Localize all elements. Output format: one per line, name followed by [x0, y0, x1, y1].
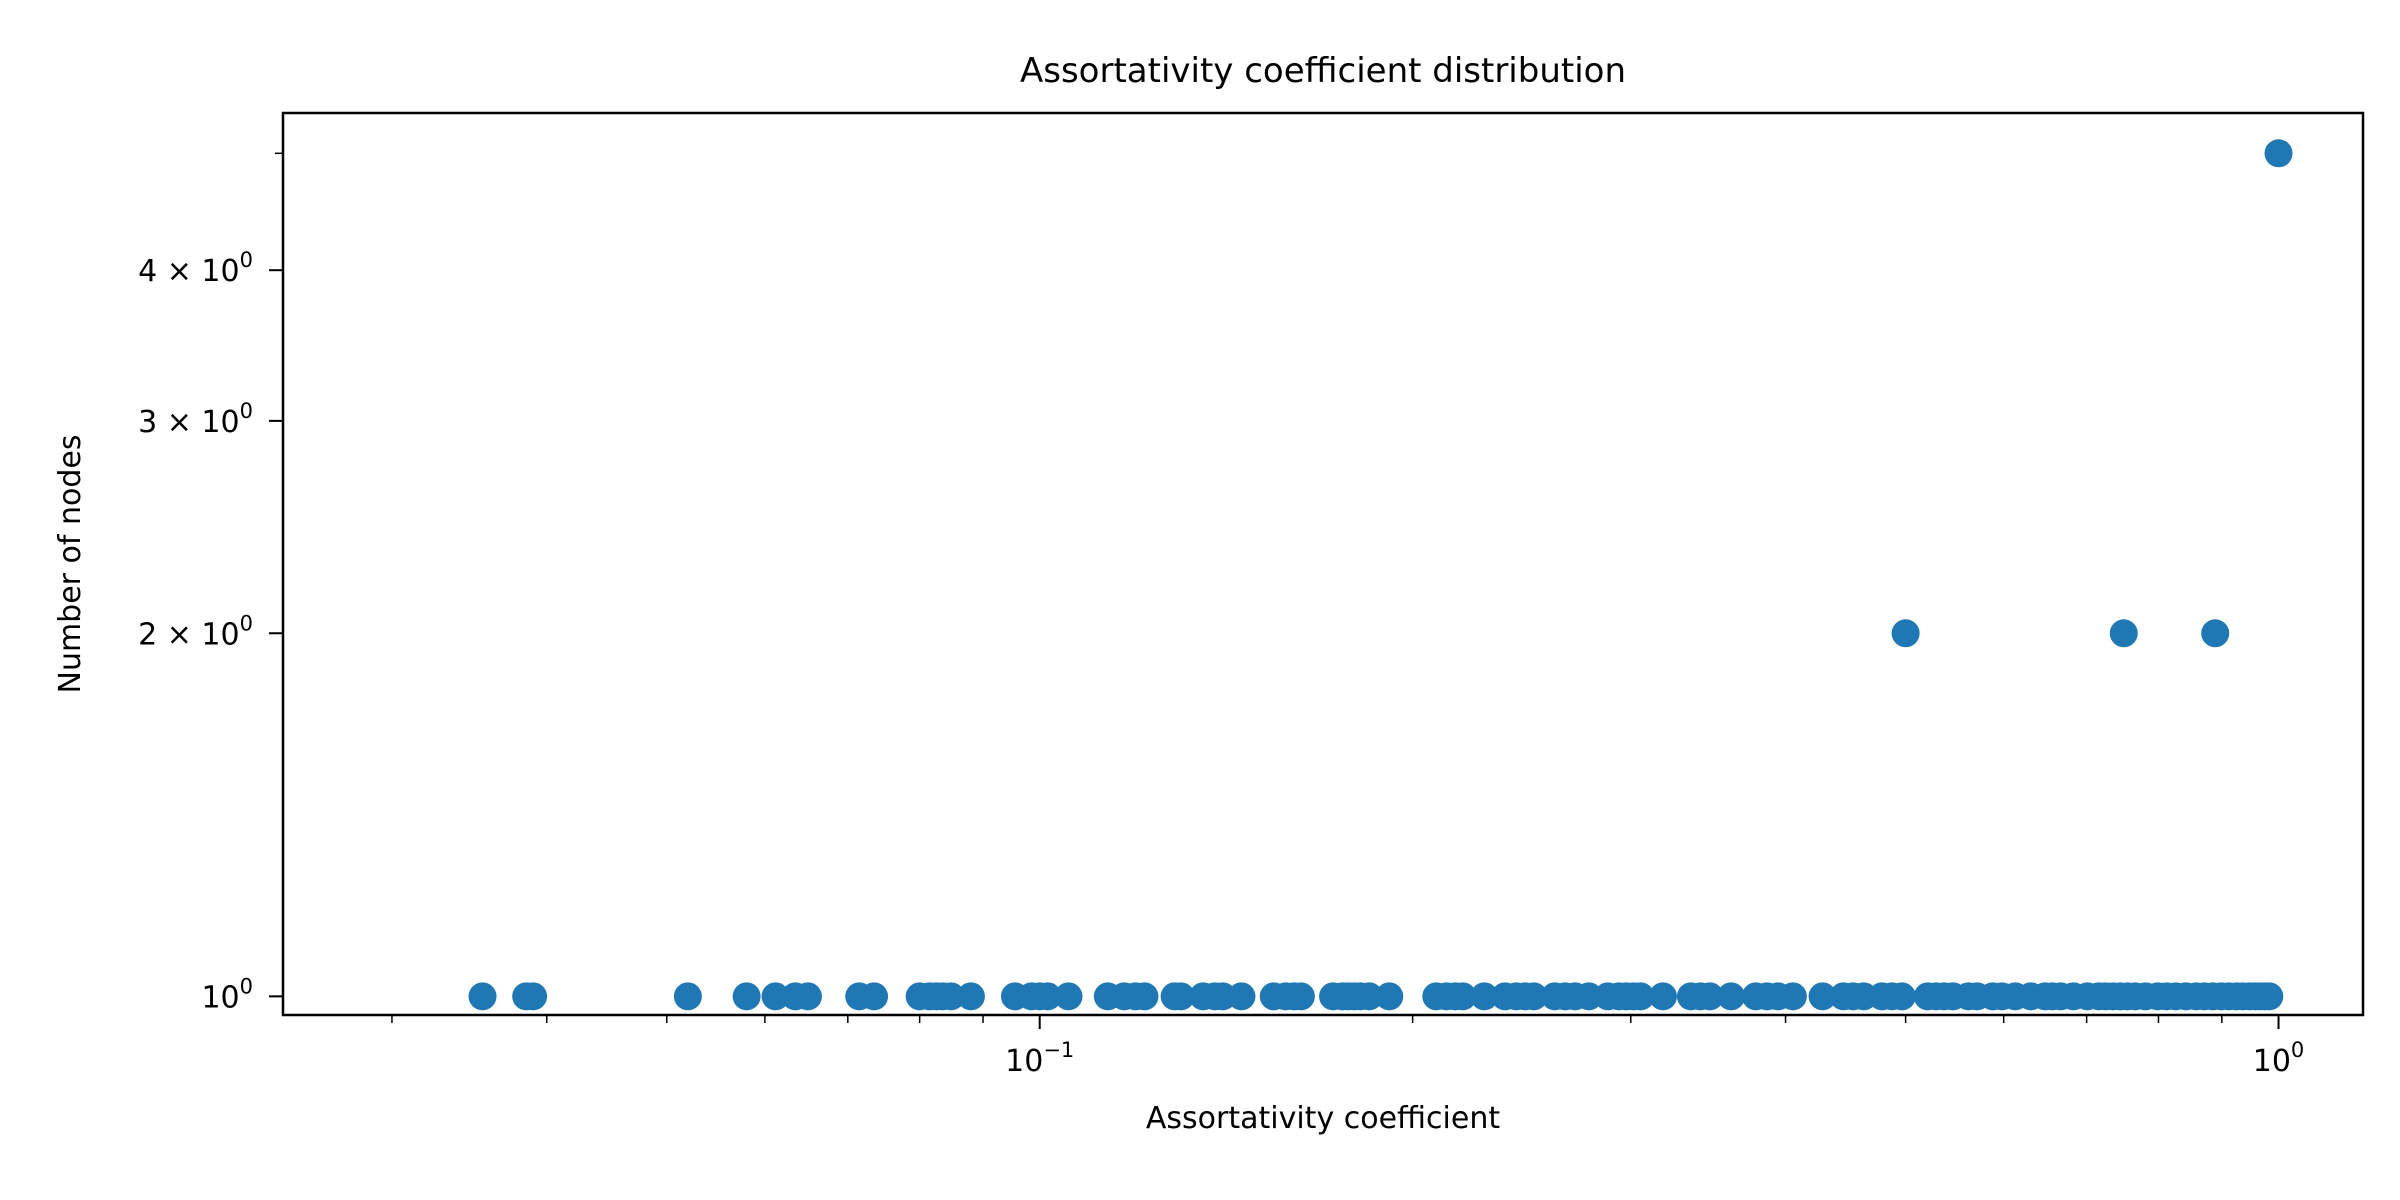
data-point — [1778, 982, 1807, 1011]
y-tick-label: 100 — [201, 974, 253, 1015]
data-point — [519, 982, 548, 1011]
data-point — [1891, 619, 1920, 648]
data-point — [860, 982, 889, 1011]
data-point — [1286, 982, 1315, 1011]
data-point — [1448, 982, 1477, 1011]
data-point — [1375, 982, 1404, 1011]
data-point — [1626, 982, 1655, 1011]
axis-ticks: 10−1 100 100 2 × 100 3 × 100 4 × 100 — [138, 152, 2305, 1079]
data-markers — [468, 139, 2293, 1011]
data-point — [1130, 982, 1159, 1011]
data-point — [2264, 139, 2293, 168]
data-point — [732, 982, 761, 1011]
chart-title: Assortativity coefficient distribution — [1020, 51, 1626, 91]
plot-frame — [281, 111, 2365, 1017]
data-point — [1033, 982, 1062, 1011]
data-point — [937, 982, 966, 1011]
data-point — [2109, 619, 2138, 648]
y-tick-label: 4 × 100 — [138, 248, 253, 289]
data-point — [1717, 982, 1746, 1011]
data-point — [1808, 982, 1837, 1011]
data-point — [793, 982, 822, 1011]
data-point — [956, 982, 985, 1011]
y-tick-label: 2 × 100 — [138, 611, 253, 652]
data-point — [2255, 982, 2284, 1011]
data-point — [1054, 982, 1083, 1011]
data-point — [1695, 982, 1724, 1011]
data-point — [1470, 982, 1499, 1011]
y-axis-label: Number of nodes — [53, 435, 88, 694]
data-point — [1887, 982, 1916, 1011]
data-point — [1648, 982, 1677, 1011]
data-point — [1227, 982, 1256, 1011]
data-point — [468, 982, 497, 1011]
data-point — [2201, 619, 2230, 648]
data-point — [1355, 982, 1384, 1011]
data-point — [1166, 982, 1195, 1011]
x-axis-label: Assortativity coefficient — [1146, 1101, 1500, 1136]
data-point — [761, 982, 790, 1011]
data-point — [1519, 982, 1548, 1011]
data-point — [673, 982, 702, 1011]
y-tick-label: 3 × 100 — [138, 399, 253, 440]
x-tick-label: 10−1 — [1005, 1038, 1074, 1079]
x-tick-label: 100 — [2253, 1038, 2305, 1079]
